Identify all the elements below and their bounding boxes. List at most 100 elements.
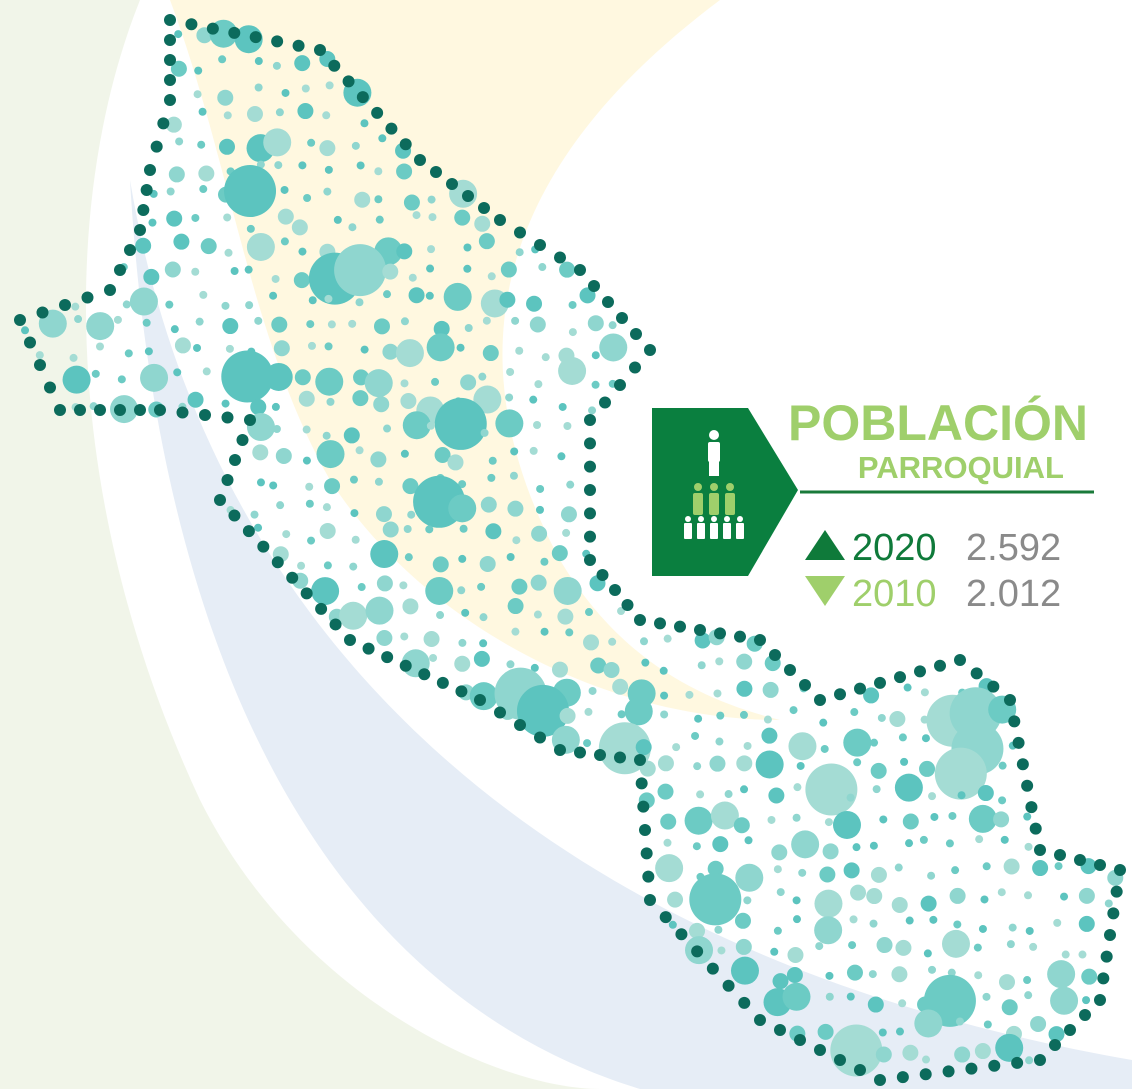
map-dot <box>114 404 126 416</box>
map-dot <box>323 187 332 196</box>
map-dot <box>506 553 515 562</box>
map-dot <box>250 398 267 415</box>
map-dot <box>400 632 409 641</box>
map-dot <box>792 915 801 924</box>
map-dot <box>1023 812 1032 821</box>
map-dot <box>769 649 781 661</box>
map-dot <box>214 494 226 506</box>
map-dot <box>403 194 420 211</box>
map-dot <box>846 793 855 802</box>
map-dot <box>479 639 488 648</box>
map-dot <box>505 393 514 402</box>
map-dot <box>164 54 176 66</box>
map-dot <box>362 642 375 655</box>
map-dot <box>1054 862 1063 871</box>
map-dot <box>446 178 458 190</box>
map-dot <box>447 454 464 471</box>
map-dot <box>448 494 477 523</box>
map-dot <box>434 447 451 464</box>
map-dot <box>269 481 278 490</box>
map-dot <box>140 184 153 196</box>
map-dot <box>953 920 962 929</box>
map-dot <box>945 839 954 848</box>
map-dot <box>1029 942 1038 951</box>
map-dot <box>919 835 928 844</box>
map-dot <box>588 280 600 292</box>
map-dot <box>197 140 206 149</box>
map-dot <box>774 1024 786 1036</box>
map-dot <box>919 760 936 777</box>
map-dot <box>596 569 609 581</box>
map-dot <box>1003 858 1020 875</box>
map-dot <box>407 510 416 519</box>
map-dot <box>314 44 326 56</box>
map-dot <box>86 312 115 341</box>
map-dot <box>754 634 766 646</box>
map-dot <box>277 208 294 225</box>
map-dot <box>245 301 254 310</box>
map-dot <box>458 638 467 647</box>
map-dot <box>947 968 956 977</box>
map-dot <box>1008 923 1017 932</box>
map-dot <box>850 884 867 901</box>
map-dot <box>374 167 383 176</box>
map-dot <box>872 785 881 794</box>
map-dot <box>164 94 176 106</box>
map-dot <box>1049 1039 1061 1051</box>
map-dot <box>263 128 292 157</box>
map-dot <box>566 480 575 489</box>
map-dot <box>663 838 672 847</box>
map-dot <box>154 404 166 416</box>
map-dot <box>373 396 390 413</box>
map-dot <box>499 291 516 308</box>
map-dot <box>743 896 752 905</box>
map-dot <box>792 813 801 822</box>
map-dot <box>792 896 801 905</box>
map-dot <box>568 300 577 309</box>
map-dot <box>1100 950 1113 963</box>
map-dot <box>724 790 733 799</box>
map-dot <box>228 26 241 39</box>
map-dot <box>919 1068 932 1081</box>
map-dot <box>629 361 641 374</box>
map-dot <box>166 210 183 227</box>
map-dot <box>1094 859 1106 871</box>
map-dot <box>1011 1056 1024 1069</box>
population-value: 2.592 <box>966 527 1061 569</box>
map-dot <box>691 945 704 958</box>
map-dot <box>558 357 587 386</box>
map-dot <box>707 860 724 877</box>
map-dot <box>587 315 604 332</box>
map-dot <box>852 843 861 852</box>
map-dot <box>866 888 883 905</box>
map-dot <box>357 583 366 592</box>
map-dot <box>832 810 861 839</box>
map-dot <box>983 1020 992 1029</box>
map-dot <box>714 925 723 934</box>
map-dot <box>144 164 156 176</box>
map-dot <box>843 862 860 879</box>
map-dot <box>584 460 596 473</box>
map-dot <box>1008 715 1021 728</box>
map-dot <box>878 1028 887 1037</box>
map-dot <box>644 894 656 906</box>
map-dot <box>193 90 202 99</box>
map-dot <box>343 427 360 444</box>
map-dot <box>403 525 412 534</box>
map-dot <box>834 688 846 701</box>
map-dot <box>495 409 524 438</box>
map-dot <box>396 163 413 180</box>
map-dot <box>143 268 160 285</box>
map-dot <box>297 103 314 120</box>
map-dot <box>170 325 179 334</box>
map-dot <box>599 396 611 409</box>
map-dot <box>404 553 413 562</box>
map-dot <box>733 817 750 834</box>
map-dot <box>350 509 359 518</box>
map-dot <box>228 509 241 522</box>
map-dot <box>930 812 939 821</box>
map-dot <box>849 915 858 924</box>
map-dot <box>791 830 820 859</box>
map-dot <box>657 755 674 772</box>
map-dot <box>174 30 183 39</box>
